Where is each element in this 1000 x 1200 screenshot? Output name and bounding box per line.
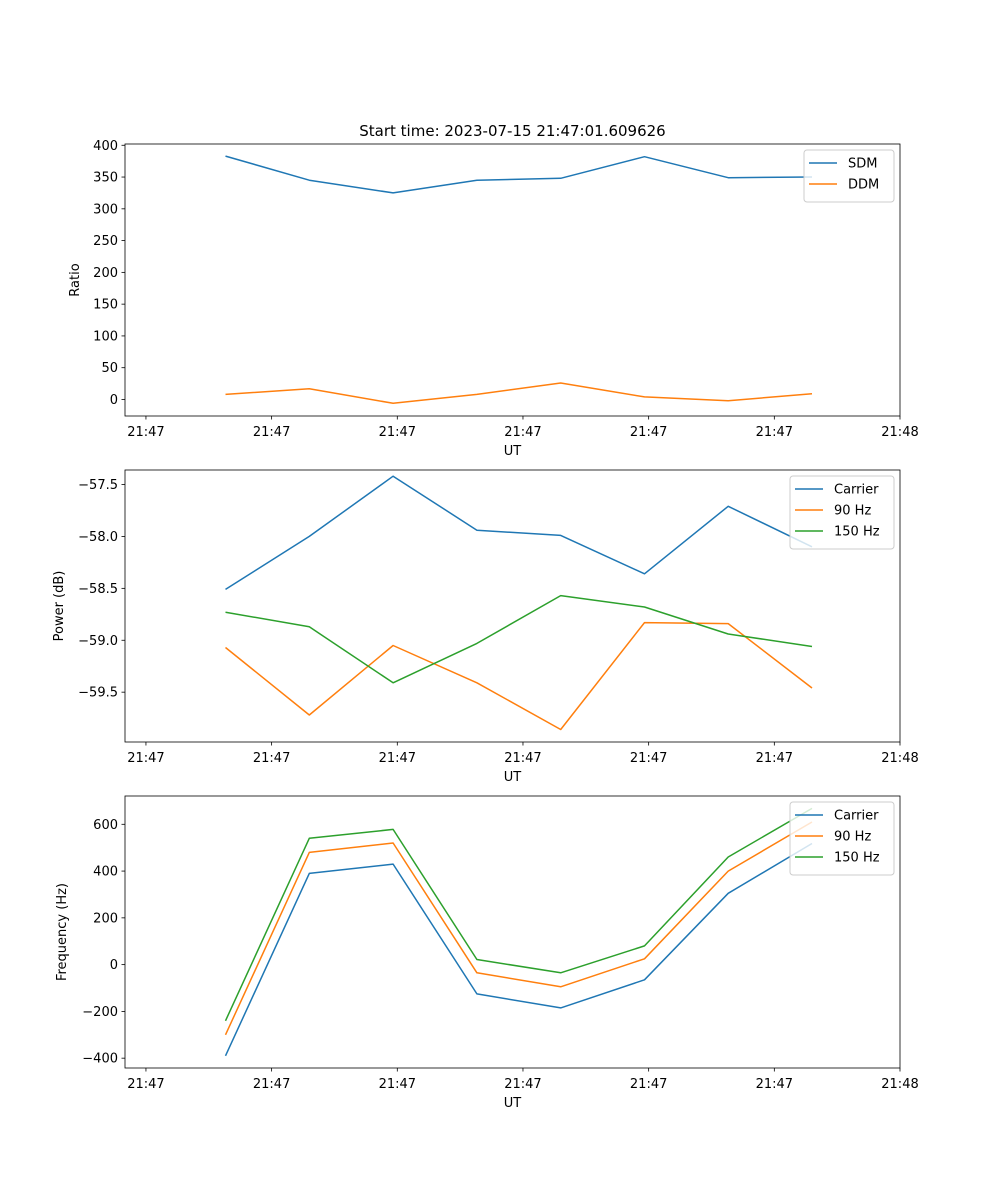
y-axis-label: Ratio [68, 263, 83, 296]
series-line-sdm [225, 155, 813, 194]
y-tick-label: −59.0 [78, 634, 118, 649]
x-tick-label: 21:47 [630, 425, 667, 440]
subplot-power: 21:47 21:47 21:47 21:47 21:47 21:47 21:48 −59.5… [52, 469, 919, 785]
y-tick-label: 150 [93, 298, 118, 313]
series-line-150-hz [224, 807, 813, 1022]
y-tick-label: 0 [110, 958, 118, 973]
legend-label: 90 Hz [834, 830, 871, 845]
y-tick-label: −58.0 [78, 530, 118, 545]
x-tick-label: 21:47 [630, 1077, 667, 1092]
subplot-ratio: 21:47 21:47 21:47 21:47 21:47 21:47 21:48 0 50 10… [68, 139, 919, 459]
y-tick-label: −200 [82, 1005, 118, 1020]
x-tick-label: 21:47 [504, 425, 541, 440]
series-line-90-hz [224, 821, 813, 1036]
x-axis-label: UT [504, 444, 522, 459]
legend-label: DDM [848, 178, 879, 193]
series-line-90-hz [225, 621, 813, 731]
x-tick-label: 21:47 [127, 751, 164, 766]
y-tick-label: −57.5 [78, 478, 118, 493]
y-tick-label: −59.5 [78, 686, 118, 701]
x-tick-label: 21:48 [881, 1077, 918, 1092]
axes-frame [124, 143, 901, 417]
x-axis-label: UT [504, 770, 522, 785]
y-tick-label: 600 [93, 818, 118, 833]
figure-title: Start time: 2023-07-15 21:47:01.609626 [359, 122, 665, 140]
series-line-ddm [225, 382, 813, 405]
y-axis-label: Frequency (Hz) [55, 883, 70, 981]
x-tick-label: 21:47 [127, 1077, 164, 1092]
y-tick-label: 250 [93, 234, 118, 249]
x-tick-label: 21:47 [504, 751, 541, 766]
x-tick-label: 21:47 [756, 425, 793, 440]
y-tick-label: −58.5 [78, 582, 118, 597]
y-tick-label: 200 [93, 911, 118, 926]
series-line-carrier [224, 842, 813, 1057]
series-line-150-hz [225, 594, 813, 684]
legend-label: SDM [848, 157, 877, 172]
series-line-carrier [225, 475, 813, 591]
legend-label: 150 Hz [834, 851, 880, 866]
y-tick-label: 50 [101, 361, 118, 376]
x-tick-label: 21:47 [379, 425, 416, 440]
x-tick-label: 21:47 [504, 1077, 541, 1092]
subplot-frequency: 21:47 21:47 21:47 21:47 21:47 21:47 21:48 −400 −… [55, 795, 919, 1111]
legend-label: Carrier [834, 483, 879, 498]
x-tick-label: 21:47 [127, 425, 164, 440]
x-tick-label: 21:47 [253, 425, 290, 440]
legend-label: 150 Hz [834, 525, 880, 540]
y-tick-label: 350 [93, 171, 118, 186]
x-tick-label: 21:47 [756, 1077, 793, 1092]
y-axis-label: Power (dB) [52, 571, 67, 642]
axes-frame [124, 469, 901, 743]
y-tick-label: 100 [93, 329, 118, 344]
legend-label: 90 Hz [834, 504, 871, 519]
x-tick-label: 21:47 [630, 751, 667, 766]
y-tick-label: 300 [93, 202, 118, 217]
x-tick-label: 21:47 [756, 751, 793, 766]
y-tick-label: 200 [93, 266, 118, 281]
x-tick-label: 21:48 [881, 751, 918, 766]
x-tick-label: 21:47 [379, 1077, 416, 1092]
y-tick-label: 400 [93, 139, 118, 154]
y-tick-label: 0 [110, 393, 118, 408]
x-axis-label: UT [504, 1096, 522, 1111]
x-tick-label: 21:47 [253, 1077, 290, 1092]
x-tick-label: 21:48 [881, 425, 918, 440]
legend-label: Carrier [834, 809, 879, 824]
y-tick-label: −400 [82, 1052, 118, 1067]
x-tick-label: 21:47 [379, 751, 416, 766]
y-tick-label: 400 [93, 865, 118, 880]
x-tick-label: 21:47 [253, 751, 290, 766]
axes-frame [124, 795, 901, 1069]
